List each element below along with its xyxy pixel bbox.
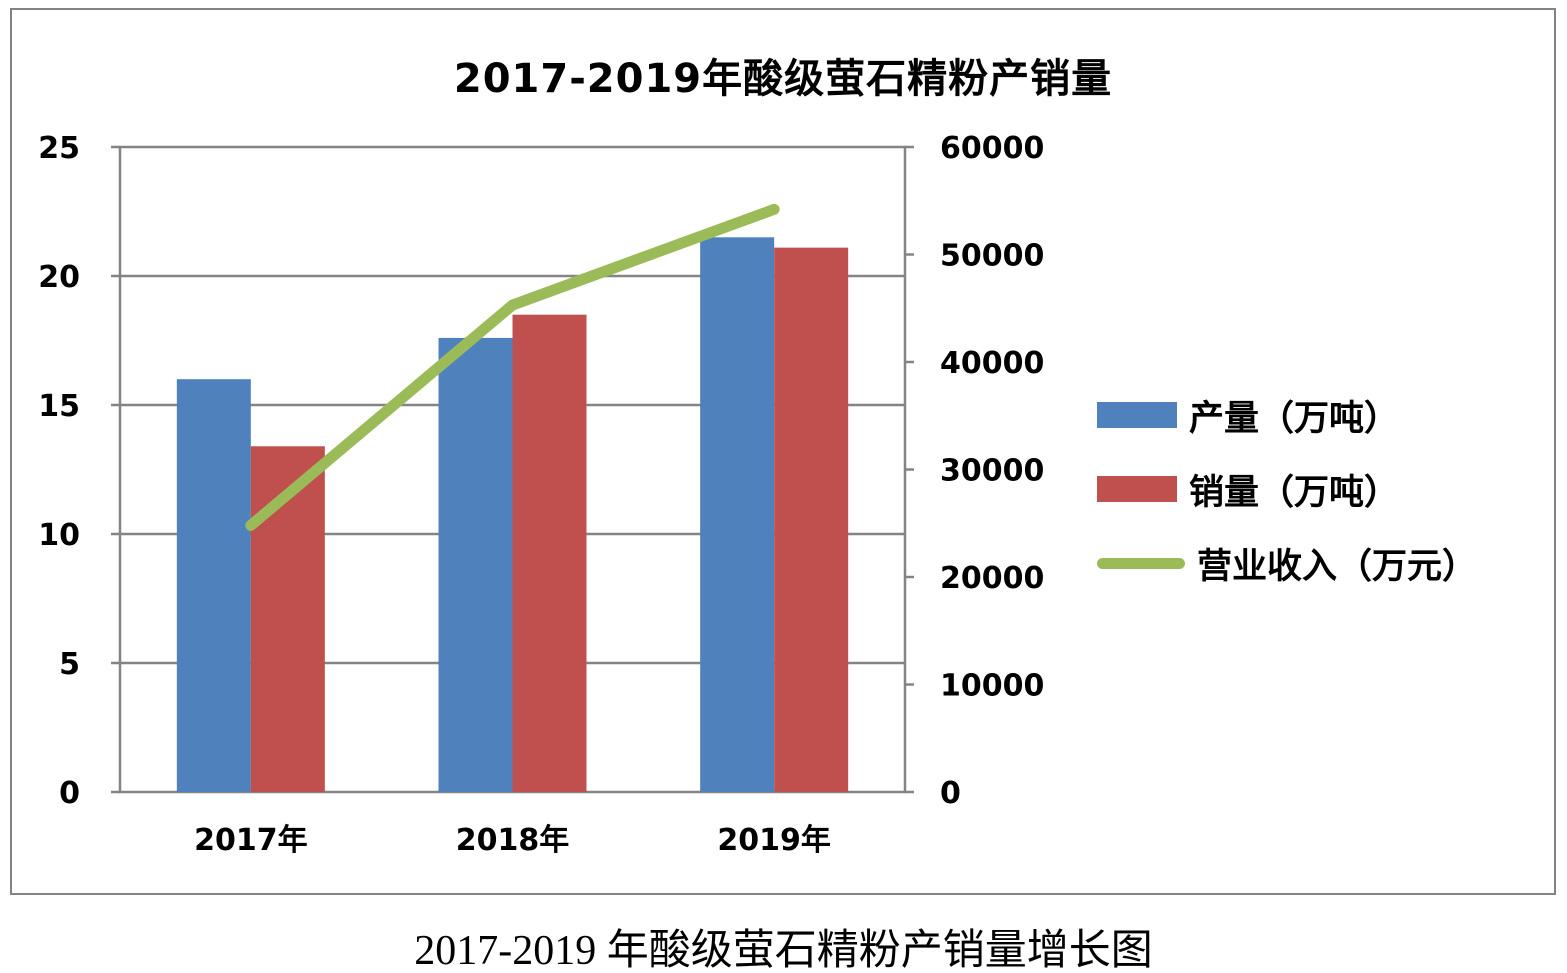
- legend-swatch-production-bar: [1097, 402, 1177, 428]
- chart-title: 2017-2019年酸级萤石精粉产销量: [453, 56, 1113, 102]
- x-axis-category-label: 2019年: [717, 823, 831, 858]
- legend-item-production: 产量（万吨）: [1097, 392, 1477, 439]
- right-axis-tick-label: 40000: [940, 346, 1044, 381]
- x-axis-category-label: 2018年: [456, 823, 570, 858]
- legend-item-revenue: 营业收入（万元）: [1097, 540, 1478, 587]
- left-axis-tick-label: 15: [38, 389, 80, 424]
- figure-caption: 2017-2019 年酸级萤石精粉产销量增长图: [414, 928, 1153, 973]
- left-axis-tick-label: 0: [59, 776, 80, 811]
- left-axis-tick-label: 20: [38, 260, 80, 295]
- legend-label-production: 产量（万吨）: [1189, 398, 1400, 439]
- left-axis-tick-label: 10: [38, 518, 80, 553]
- legend-swatch-sales-bar: [1097, 476, 1177, 502]
- legend-item-sales: 销量（万吨）: [1097, 466, 1477, 513]
- plot-area: 0 5 10 15 20 25 0 10000 20000 30000 40000 50000 6000…: [38, 131, 1044, 858]
- right-axis-tick-label: 10000: [940, 669, 1044, 704]
- bar-production-0: [176, 379, 251, 792]
- bar-sales-1: [512, 314, 587, 792]
- bar-production-1: [438, 337, 513, 792]
- legend-swatch-revenue-line: [1097, 557, 1185, 569]
- legend: 产量（万吨） 销量（万吨） 营业收入（万元）: [1097, 392, 1478, 587]
- bar-sales-2: [774, 247, 849, 792]
- line-revenue: [245, 203, 780, 531]
- right-axis-tick-label: 60000: [940, 131, 1044, 166]
- right-axis-tick-label: 30000: [940, 454, 1044, 489]
- left-axis-tick-label: 25: [38, 131, 80, 166]
- legend-label-revenue: 营业收入（万元）: [1197, 546, 1478, 587]
- right-axis-tick-label: 0: [940, 776, 961, 811]
- bar-sales-0: [250, 446, 325, 792]
- right-axis-tick-label: 50000: [940, 239, 1044, 274]
- left-axis-tick-label: 5: [59, 647, 80, 682]
- x-axis-category-label: 2017年: [194, 823, 308, 858]
- right-axis-tick-label: 20000: [940, 561, 1044, 596]
- chart-frame: 0 5 10 15 20 25 0 10000 20000 30000 40000 50000 6000…: [10, 8, 1556, 895]
- legend-label-sales: 销量（万吨）: [1189, 472, 1400, 513]
- bar-production-2: [700, 237, 775, 793]
